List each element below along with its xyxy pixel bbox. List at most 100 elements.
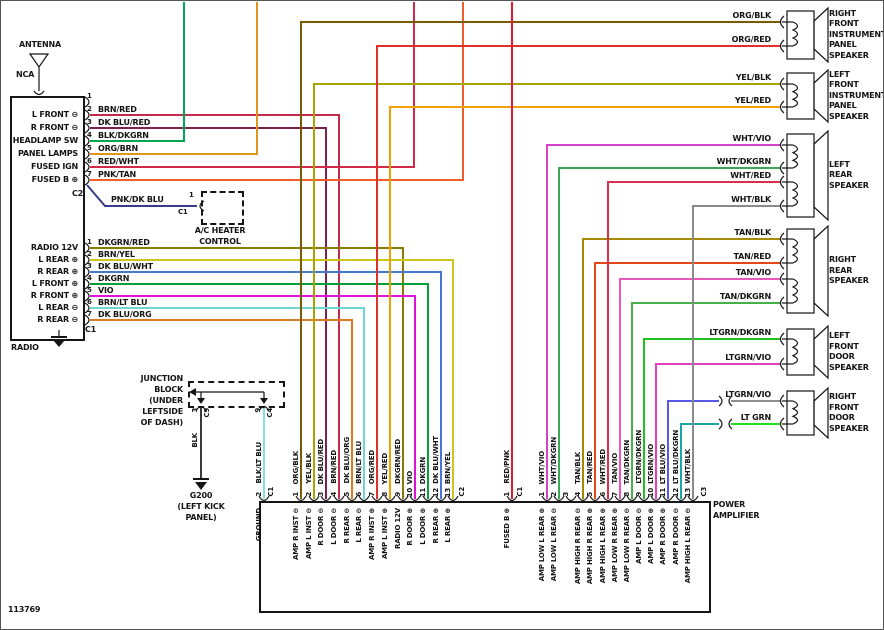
radio-pin-number: 1 — [87, 238, 92, 246]
amp-pin-bracket — [687, 495, 699, 502]
speaker-wire-label-ltgrn-vio: LTGRN/VIO — [725, 353, 771, 362]
amp-pin-bracket — [675, 495, 687, 502]
speaker-left-front-instrument-panel-speaker-terminal-bracket — [779, 77, 785, 91]
radio-wire-label-vio: VIO — [98, 286, 114, 295]
junction-pin-number: 9 — [254, 408, 262, 413]
speaker-left-front-door-speaker-name-line: DOOR — [829, 352, 855, 361]
radio-fn-label-r-rear: R REAR ⊕ — [37, 267, 78, 276]
amp-wire-label-wht-vio: WHT/VIO — [538, 450, 546, 484]
speaker-left-front-instrument-panel-speaker-name-line: LEFT — [829, 69, 850, 79]
speaker-left-front-door-speaker-terminal-bracket — [779, 357, 785, 371]
antenna-nca-label: NCA — [16, 70, 35, 79]
amp-pin-number: 12 — [672, 487, 680, 497]
wire-dk-blu-wht — [90, 271, 442, 499]
speaker-wire-label-ltgrn-vio: LTGRN/VIO — [725, 390, 771, 399]
amp-fn-label-amp-high-r-rear: AMP HIGH R REAR ⊖ — [574, 508, 582, 585]
radio-fn-label-r-front: R FRONT ⊖ — [30, 123, 78, 132]
radio-wire-label-brn-lt-blu: BRN/LT BLU — [98, 298, 148, 307]
radio-pin-number: 6 — [87, 157, 92, 165]
wire-wht-red — [607, 181, 780, 499]
amp-pin-number: 10 — [406, 487, 414, 497]
radio-wire-label-pnk-tan: PNK/TAN — [98, 170, 137, 179]
junction-label-line: OF DASH) — [140, 418, 184, 427]
speaker-right-front-door-speaker-name-line: SPEAKER — [829, 423, 869, 433]
wire-pnk-dk-blu — [86, 184, 197, 207]
antenna-label: ANTENNA — [19, 40, 61, 49]
speaker-left-rear-speaker-terminal-bracket — [779, 175, 785, 189]
radio-fn-label-headlamp-sw: HEADLAMP SW — [12, 136, 78, 145]
amp-fn-label-amp-high-l-rear: AMP HIGH L REAR ⊖ — [684, 508, 692, 584]
speaker-right-front-instrument-panel-speaker-terminal-bracket — [779, 39, 785, 53]
amp-connector-label-c1: C1 — [267, 487, 275, 497]
radio-wire-label-dkgrn: DKGRN — [98, 274, 130, 283]
amp-pin-number: 2 — [305, 492, 313, 497]
amp-fn-label-amp-l-inst: AMP L INST ⊖ — [305, 508, 313, 560]
amp-fn-label-amp-r-door: AMP R DOOR ⊖ — [672, 508, 680, 565]
wire-pnk-tan — [90, 2, 464, 181]
amp-pin-bracket — [397, 495, 409, 502]
amp-pin-bracket — [435, 495, 447, 502]
speaker-wire-label-wht-vio: WHT/VIO — [732, 134, 772, 143]
amp-connector-label-c1: C1 — [516, 487, 524, 497]
amp-wire-label-dk-blu-red: DK BLU/RED — [317, 438, 325, 484]
speaker-right-rear-speaker-body — [786, 228, 815, 314]
speaker-wire-label-lt-grn: LT GRN — [740, 413, 771, 422]
amp-fn-label-amp-high-r-rear: AMP HIGH R REAR ⊕ — [586, 508, 594, 585]
wire-blk-dkgrn — [90, 2, 185, 142]
amp-pin-bracket — [638, 495, 650, 502]
amp-wire-label-dkgrn-red: DKGRN/RED — [394, 439, 402, 484]
g200-ground-icon — [195, 482, 207, 490]
amp-fn-label-amp-r-inst: AMP R INST ⊖ — [292, 508, 300, 560]
amp-pin-bracket — [577, 495, 589, 502]
wire-wht-vio — [546, 144, 780, 499]
radio-pin-number: 3 — [87, 262, 92, 270]
speaker-left-front-instrument-panel-speaker-name-line: PANEL — [829, 101, 857, 111]
radio-wire-label-blk-dkgrn: BLK/DKGRN — [98, 131, 149, 140]
amp-pin-number: 12 — [432, 487, 440, 497]
speaker-right-front-instrument-panel-speaker-terminal-bracket — [779, 15, 785, 29]
amp-wire-label-ltgrn-vio: LTGRN/VIO — [647, 444, 655, 484]
junction-label-line: (UNDER — [149, 396, 183, 405]
radio-label: RADIO — [11, 343, 39, 352]
radio-fn-label-fused-ign: FUSED IGN — [30, 162, 78, 171]
amp-fn-label-amp-r-door: AMP R DOOR ⊕ — [659, 508, 667, 565]
amp-pin-number: 8 — [381, 492, 389, 497]
speaker-right-rear-speaker-coil-icon — [791, 278, 799, 304]
power-amplifier-box — [259, 501, 711, 613]
amp-label-line: POWER — [713, 500, 746, 509]
antenna-bracket — [33, 90, 45, 96]
amp-wire-label-red-pnk: RED/PNK — [503, 450, 511, 484]
radio-pin-number: 4 — [87, 274, 92, 282]
amp-pin-number: 5 — [586, 492, 594, 497]
amp-pin-bracket — [258, 495, 270, 502]
amp-wire-label-dkgrn: DKGRN — [419, 456, 427, 484]
amp-pin-bracket — [422, 495, 434, 502]
wire-tan-red — [594, 262, 780, 499]
speaker-right-front-instrument-panel-speaker-name-line: FRONT — [829, 19, 859, 29]
speaker-left-rear-speaker-name-line: SPEAKER — [829, 180, 869, 190]
amp-fn-label-amp-low-l-rear: AMP LOW L REAR ⊖ — [550, 508, 558, 582]
amp-wire-label-org-blk: ORG/BLK — [292, 450, 300, 484]
radio-wire-label-org-brn: ORG/BRN — [98, 144, 139, 153]
speaker-left-rear-speaker-horn-icon — [813, 129, 829, 222]
junction-connector-label: C4 — [266, 408, 274, 418]
speaker-left-rear-speaker-coil-icon — [791, 181, 799, 207]
amp-fn-label-amp-l-door: AMP L DOOR ⊖ — [635, 508, 643, 564]
amp-pin-number: 3 — [317, 492, 325, 497]
radio-pin-bracket — [84, 148, 90, 160]
amp-wire-label-wht-dkgrn: WHT/DKGRN — [550, 436, 558, 484]
radio-pin-number: 7 — [87, 310, 92, 318]
radio-pin-bracket — [84, 161, 90, 173]
speaker-right-front-door-speaker-coil-icon — [791, 400, 799, 425]
speaker-right-rear-speaker-name-line: RIGHT — [829, 255, 856, 265]
amp-wire-label-vio: VIO — [406, 470, 414, 484]
amp-fn-label-radio-12v: RADIO 12V — [394, 508, 402, 549]
speaker-left-front-instrument-panel-speaker-name-line: FRONT — [829, 80, 859, 90]
wire-lt-blu-vio — [667, 400, 719, 499]
wire-ltgrn-dkgrn — [643, 338, 780, 499]
junction-label-line: LEFTSIDE — [142, 407, 183, 416]
speaker-wire-label-org-blk: ORG/BLK — [732, 11, 772, 20]
wire-dk-blu-red — [90, 127, 327, 499]
amp-pin-number: 5 — [343, 492, 351, 497]
wire-ltgrn-vio — [655, 363, 780, 499]
